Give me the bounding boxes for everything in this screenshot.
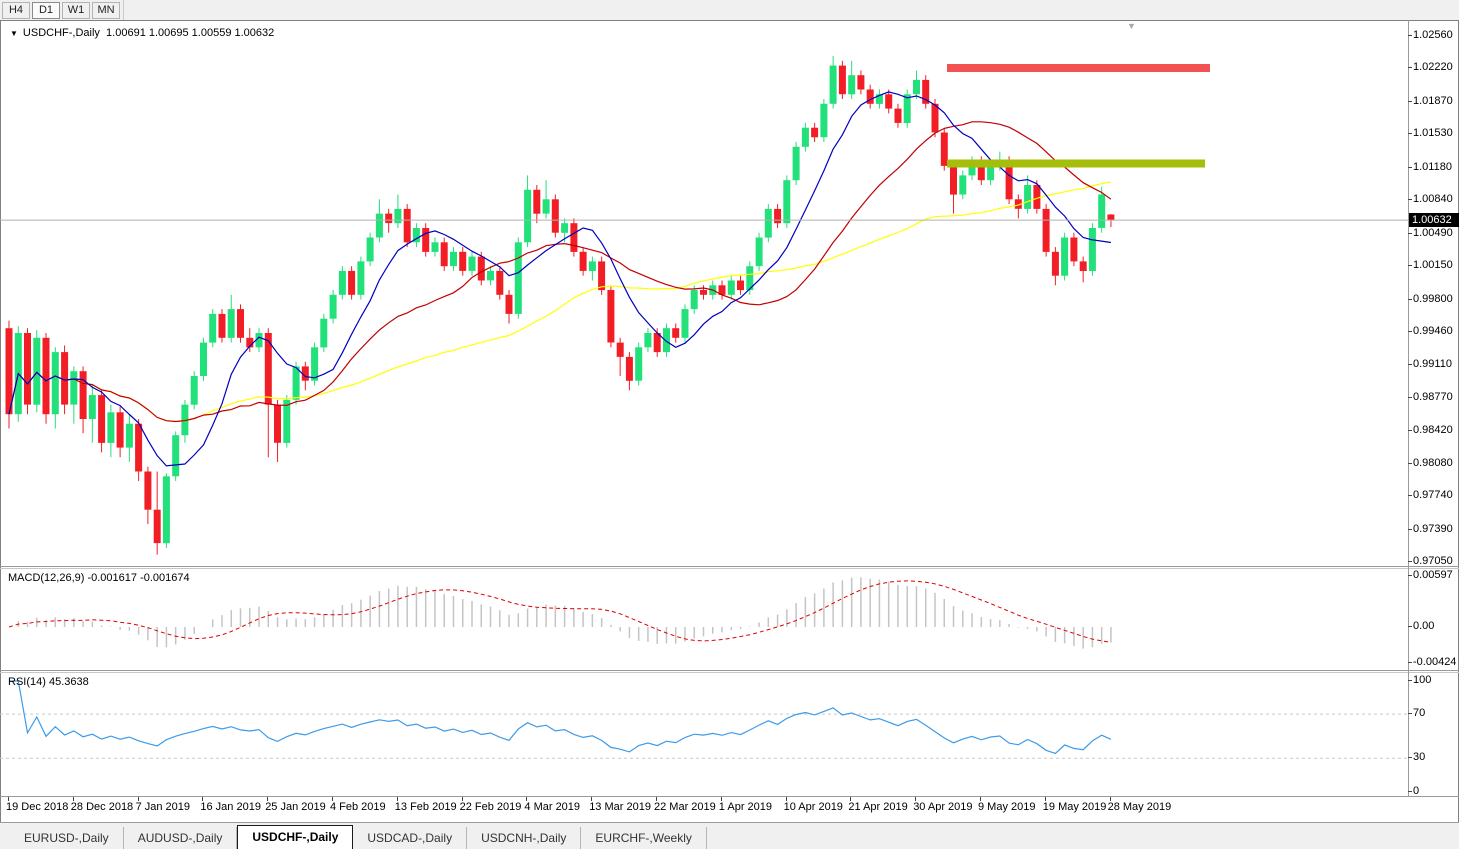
- date-axis-label: 13 Mar 2019: [589, 797, 651, 813]
- date-axis-label: 7 Jan 2019: [135, 797, 191, 813]
- chart-tab-usdchf-daily[interactable]: USDCHF-,Daily: [237, 825, 354, 849]
- price-axis-label: 1.00840: [1408, 193, 1459, 206]
- price-axis-label: 0.99110: [1408, 358, 1459, 371]
- ma-mid-line: [8, 121, 1112, 423]
- price-axis-label: 0.98080: [1408, 457, 1459, 470]
- chart-tab-eurusd-daily[interactable]: EURUSD-,Daily: [10, 827, 124, 849]
- date-axis-label: 1 Apr 2019: [718, 797, 773, 813]
- chart-tab-usdcnh-daily[interactable]: USDCNH-,Daily: [467, 827, 582, 849]
- date-axis-label: 21 Apr 2019: [848, 797, 908, 813]
- ma-fast-line: [8, 91, 1111, 467]
- timeframe-button-d1[interactable]: D1: [32, 1, 60, 19]
- date-axis-label: 28 Dec 2018: [70, 797, 134, 813]
- resistance-line[interactable]: [947, 64, 1210, 72]
- date-axis-label: 4 Feb 2019: [330, 797, 386, 813]
- chart-title: ▼ USDCHF-,Daily 1.00691 1.00695 1.00559 1…: [10, 27, 274, 39]
- price-axis-label: 1.01530: [1408, 127, 1459, 140]
- date-axis-label: 19 Dec 2018: [6, 797, 69, 813]
- macd-signal-line: [8, 580, 1111, 643]
- date-axis-label: 25 Jan 2019: [265, 797, 326, 813]
- date-axis-label: 16 Jan 2019: [200, 797, 261, 813]
- price-axis-border: [1408, 20, 1409, 796]
- timeframe-button-w1[interactable]: W1: [62, 1, 90, 19]
- price-chart-canvas[interactable]: [0, 20, 1408, 566]
- macd-histogram: [17, 577, 1112, 649]
- price-axis-label: 1.00150: [1408, 259, 1459, 272]
- timeframe-button-mn[interactable]: MN: [92, 1, 120, 19]
- axis-separator: [0, 796, 1459, 797]
- price-axis-label: 1.02220: [1408, 61, 1459, 74]
- chart-tab-bar: EURUSD-,Daily AUDUSD-,Daily USDCHF-,Daily U…: [0, 822, 1459, 849]
- chart-tab-audusd-daily[interactable]: AUDUSD-,Daily: [124, 827, 238, 849]
- price-axis-label: 0.99460: [1408, 325, 1459, 338]
- timeframe-buttons: H4 D1 W1 MN: [0, 1, 120, 19]
- panel-separator[interactable]: [0, 566, 1459, 567]
- rsi-axis-label: 30: [1408, 751, 1459, 764]
- chart-tab-usdcad-daily[interactable]: USDCAD-,Daily: [353, 827, 468, 849]
- support-line[interactable]: [947, 159, 1205, 168]
- macd-chart-canvas[interactable]: [0, 568, 1408, 670]
- price-axis-label: 1.01180: [1408, 161, 1459, 174]
- rsi-axis-label: 70: [1408, 707, 1459, 720]
- panel-separator-light: [0, 672, 1459, 673]
- timeframe-toolbar: H4 D1 W1 MN: [0, 0, 1459, 21]
- chart-window: [0, 20, 1459, 849]
- chart-shift-marker-icon[interactable]: ▼: [1127, 21, 1136, 31]
- date-axis-label: 4 Mar 2019: [524, 797, 581, 813]
- date-axis-label: 22 Mar 2019: [654, 797, 716, 813]
- chart-tab-eurchf-weekly[interactable]: EURCHF-,Weekly: [581, 827, 707, 849]
- chart-title-symbol: USDCHF-,Daily: [22, 27, 100, 39]
- timeframe-button-h4[interactable]: H4: [2, 1, 30, 19]
- rsi-line: [9, 680, 1112, 755]
- panel-separator-light: [0, 568, 1459, 569]
- price-axis-label: 0.97740: [1408, 489, 1459, 502]
- panel-separator[interactable]: [0, 670, 1459, 671]
- rsi-chart-canvas[interactable]: [0, 672, 1408, 796]
- ma-slow-line: [8, 181, 1112, 423]
- price-axis-label: 1.02560: [1408, 29, 1459, 42]
- macd-axis-label: 0.00: [1408, 620, 1459, 633]
- symbol-dropdown-icon: ▼: [10, 29, 18, 38]
- candles-layer: [5, 56, 1115, 555]
- chart-title-ohlc: 1.00691 1.00695 1.00559 1.00632: [106, 27, 275, 39]
- rsi-axis-label: 0: [1408, 785, 1459, 798]
- price-axis-label: 0.98770: [1408, 391, 1459, 404]
- current-price-tag: 1.00632: [1409, 213, 1459, 227]
- date-axis-label: 10 Apr 2019: [783, 797, 843, 813]
- price-axis-label: 0.97050: [1408, 555, 1459, 568]
- date-axis-label: 9 May 2019: [978, 797, 1036, 813]
- date-axis-label: 30 Apr 2019: [913, 797, 973, 813]
- price-axis-label: 0.99800: [1408, 293, 1459, 306]
- price-axis-label: 0.97390: [1408, 523, 1459, 536]
- rsi-axis-label: 100: [1408, 674, 1459, 687]
- macd-label: MACD(12,26,9) -0.001617 -0.001674: [8, 572, 190, 584]
- date-axis-label: 13 Feb 2019: [394, 797, 457, 813]
- date-axis-label: 28 May 2019: [1107, 797, 1172, 813]
- macd-axis-label: 0.00597: [1408, 569, 1459, 582]
- price-axis-label: 0.98420: [1408, 424, 1459, 437]
- price-axis-label: 1.00490: [1408, 227, 1459, 240]
- date-axis-label: 22 Feb 2019: [459, 797, 522, 813]
- rsi-label: RSI(14) 45.3638: [8, 676, 89, 688]
- price-axis-label: 1.01870: [1408, 95, 1459, 108]
- toolbar-separator: [123, 0, 124, 20]
- macd-axis-label: -0.00424: [1408, 656, 1459, 669]
- date-axis-label: 19 May 2019: [1042, 797, 1107, 813]
